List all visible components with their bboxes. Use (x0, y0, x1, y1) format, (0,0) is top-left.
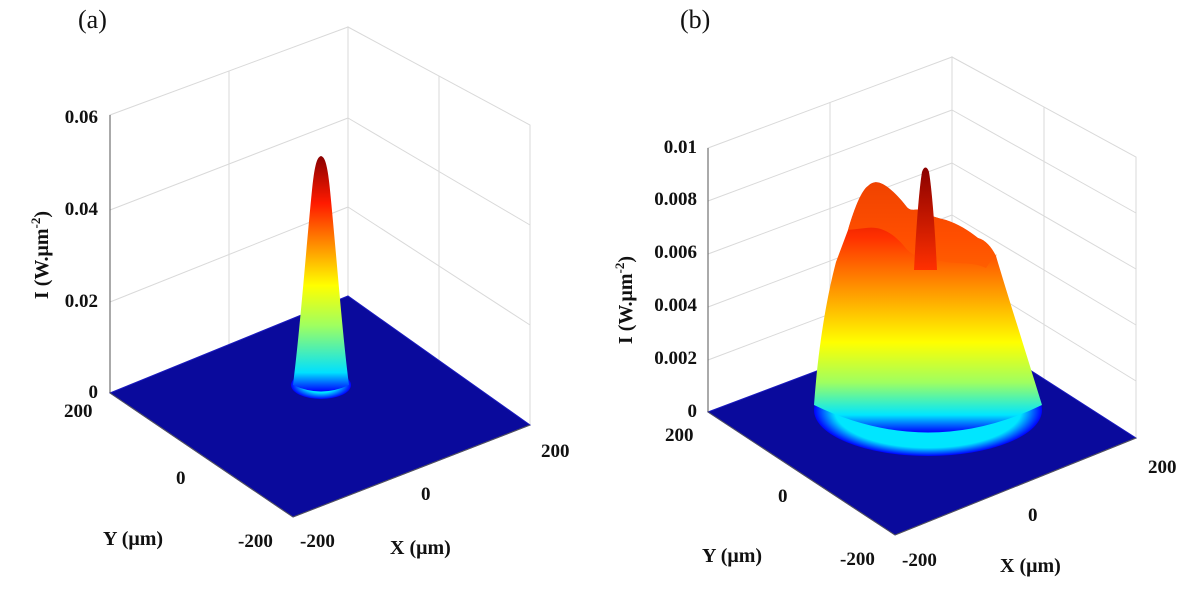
y-tick-b-200: 200 (665, 425, 694, 446)
y-tick-a-200: 200 (64, 401, 93, 422)
floor-a (110, 296, 530, 517)
peak-surface-a (293, 156, 349, 392)
x-tick-a-neg200: -200 (300, 531, 335, 552)
x-tick-a-200: 200 (541, 441, 570, 462)
y-axis-title-b: Y (μm) (702, 545, 762, 567)
panel-a: (a) 0 0.02 0.04 0.06 I (W.μm-2) 2 (28, 5, 570, 559)
z-tick-b-5: 0.01 (664, 137, 697, 158)
x-tick-b-200: 200 (1148, 457, 1177, 478)
panel-label-b: (b) (680, 5, 710, 34)
z-tick-a-2: 0.04 (65, 199, 99, 220)
panel-label-a: (a) (78, 5, 107, 34)
z-tick-b-4: 0.008 (654, 189, 697, 210)
y-tick-b-0: 0 (778, 486, 788, 507)
y-tick-a-0: 0 (176, 468, 186, 489)
y-tick-b-neg200: -200 (840, 549, 875, 570)
x-axis-title-b: X (μm) (1000, 555, 1061, 577)
y-tick-a-neg200: -200 (238, 531, 273, 552)
central-spike-b (914, 167, 937, 270)
z-tick-a-3: 0.06 (65, 107, 98, 128)
x-tick-b-0: 0 (1028, 505, 1038, 526)
z-axis-title-b: I (W.μm-2) (612, 256, 637, 344)
panel-b: (b) 0 0.002 0.004 (612, 5, 1177, 577)
x-tick-a-0: 0 (421, 484, 431, 505)
z-tick-b-3: 0.006 (654, 242, 697, 263)
x-tick-b-neg200: -200 (902, 550, 937, 571)
z-tick-b-2: 0.004 (654, 295, 697, 316)
z-tick-b-1: 0.002 (654, 348, 697, 369)
x-axis-title-a: X (μm) (390, 537, 451, 559)
z-tick-b-0: 0 (688, 401, 698, 422)
y-axis-title-a: Y (μm) (103, 528, 163, 550)
z-tick-a-1: 0.02 (65, 291, 98, 312)
z-tick-a-0: 0 (89, 382, 99, 403)
z-axis-title-a: I (W.μm-2) (28, 211, 53, 299)
